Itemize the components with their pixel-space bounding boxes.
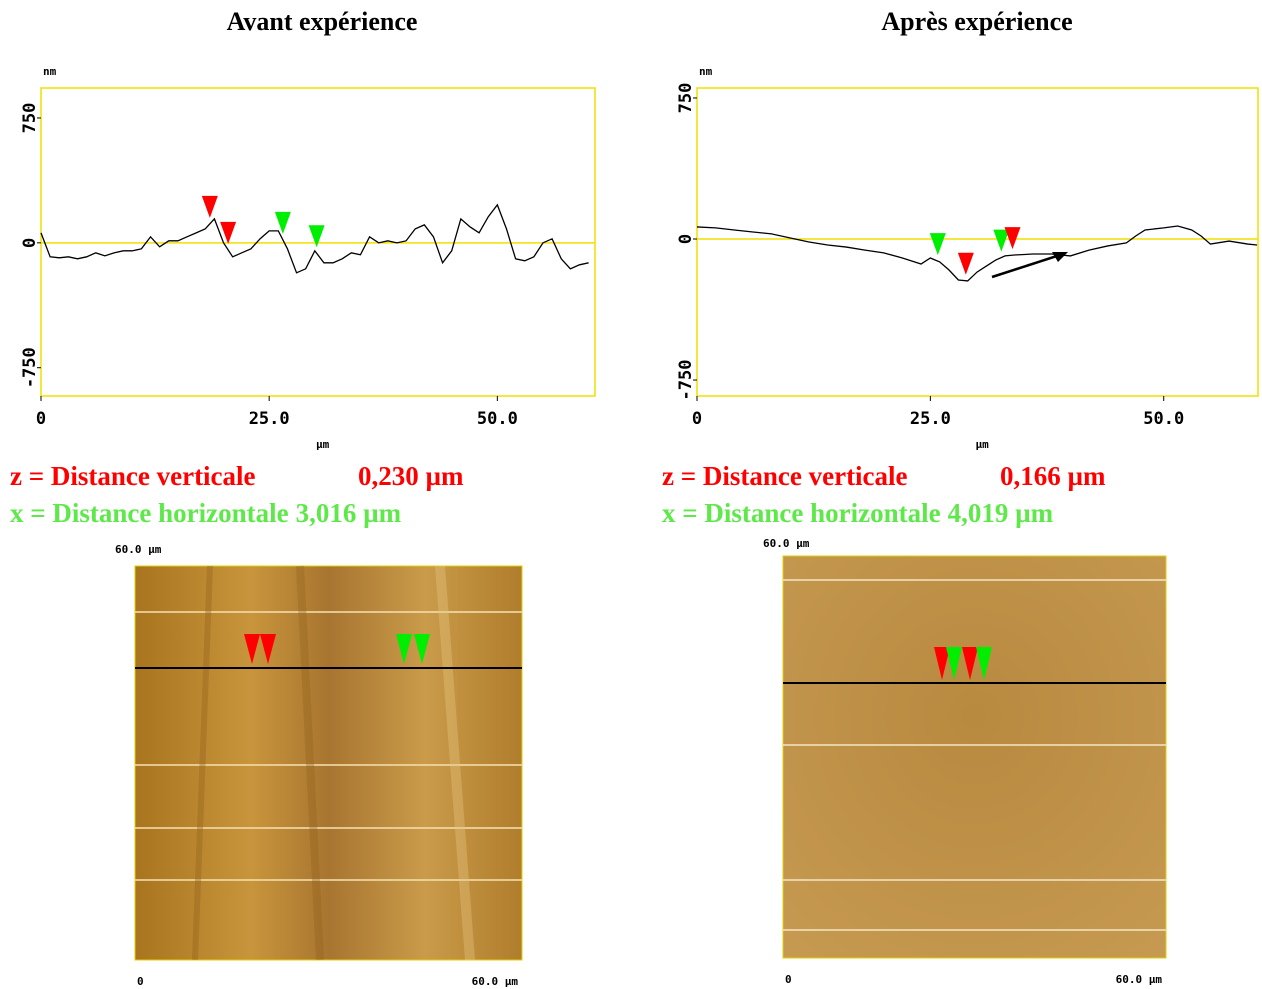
image-cursors	[244, 634, 430, 664]
plot-frame	[696, 87, 1259, 397]
image-x-start: 0	[785, 973, 792, 986]
profile-line	[696, 225, 1258, 282]
z-label: z = Distance verticale	[10, 461, 256, 491]
z-label: z = Distance verticale	[662, 461, 908, 491]
cursor-marker	[1004, 227, 1021, 250]
cursor-marker	[201, 195, 218, 218]
cursor-marker	[274, 211, 291, 234]
chart-title: Avant expérience	[227, 7, 418, 36]
z-value: 0,166 µm	[1000, 461, 1106, 491]
scan-streaks	[783, 579, 1166, 931]
image-cursors	[934, 647, 992, 680]
y-tick-label: 0	[676, 234, 696, 244]
y-tick-label: 0	[20, 238, 40, 248]
image-x-start: 0	[137, 975, 144, 988]
cursor-marker	[993, 229, 1010, 252]
x-tick-label: 0	[692, 409, 702, 429]
image-x-end: 60.0 µm	[472, 975, 519, 988]
arrow	[991, 253, 1061, 279]
image-top-label: 60.0 µm	[763, 537, 810, 550]
x-tick-label: 25.0	[910, 409, 951, 429]
y-axis-label: nm	[699, 65, 713, 78]
y-tick-label: -750	[20, 347, 40, 388]
x-label: x = Distance horizontale	[10, 498, 289, 528]
x-axis-label: µm	[316, 438, 330, 451]
x-tick-label: 0	[36, 409, 46, 429]
x-axis-label: µm	[976, 438, 990, 451]
cursor-marker	[957, 252, 974, 275]
cursor-marker	[929, 233, 946, 256]
cursor-marker	[308, 225, 325, 248]
x-tick-label: 25.0	[249, 409, 290, 429]
x-tick-label: 50.0	[477, 409, 518, 429]
afm-image	[134, 565, 523, 961]
scan-streaks	[135, 565, 522, 961]
x-label: x = Distance horizontale	[662, 498, 941, 528]
x-value: 3,016 µm	[296, 498, 402, 528]
afm-image	[782, 555, 1167, 959]
profile-line	[40, 203, 589, 274]
image-x-end: 60.0 µm	[1116, 973, 1163, 986]
x-tick-label: 50.0	[1143, 409, 1184, 429]
y-tick-label: 750	[676, 83, 696, 114]
y-tick-label: 750	[20, 103, 40, 134]
plot-frame	[40, 87, 596, 397]
cursor-marker	[220, 221, 237, 244]
y-axis-label: nm	[43, 65, 57, 78]
chart-title: Après expérience	[881, 7, 1072, 36]
image-top-label: 60.0 µm	[115, 543, 162, 556]
x-value: 4,019 µm	[948, 498, 1054, 528]
y-tick-label: -750	[676, 360, 696, 401]
z-value: 0,230 µm	[358, 461, 464, 491]
